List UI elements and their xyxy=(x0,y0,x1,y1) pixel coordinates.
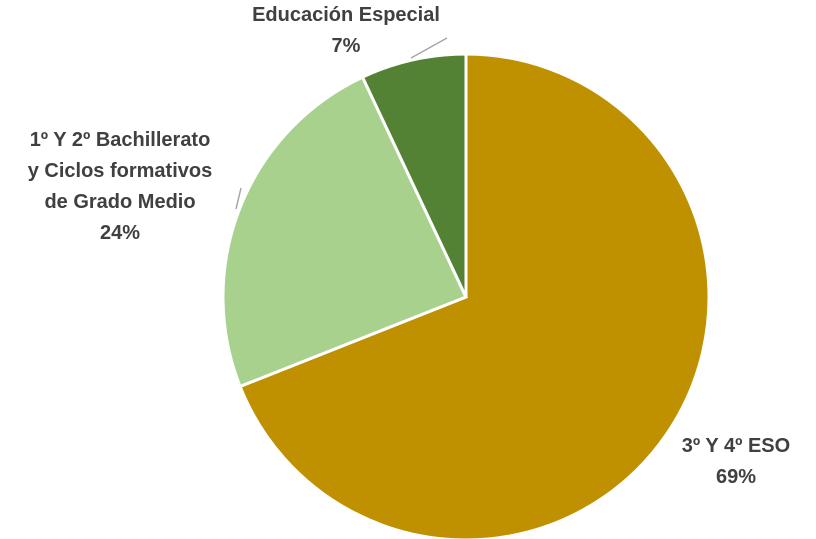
slice-label-line: Educación Especial xyxy=(252,4,440,26)
slice-label-line: y Ciclos formativos xyxy=(28,160,213,182)
leader-line-3 xyxy=(410,37,448,59)
slices-layer xyxy=(221,52,711,539)
pie-slice-3 xyxy=(360,52,468,298)
slice-label-1: 3º Y 4º ESO 69% xyxy=(682,435,790,488)
slice-percent-2: 24% xyxy=(100,222,140,244)
slice-label-line: de Grado Medio xyxy=(44,191,195,213)
slice-label-line: 3º Y 4º ESO xyxy=(682,435,790,457)
leader-lines-layer xyxy=(235,37,448,210)
slice-label-3: Educación Especial 7% xyxy=(252,4,440,57)
pie-slice-2 xyxy=(221,75,469,389)
slice-label-line: 1º Y 2º Bachillerato xyxy=(30,129,211,151)
pie-slice-1 xyxy=(238,52,711,539)
slice-percent-3: 7% xyxy=(332,35,361,57)
slice-percent-1: 69% xyxy=(716,466,756,488)
labels-layer: 3º Y 4º ESO 69% 1º Y 2º Bachillerato y Cicl… xyxy=(28,4,790,488)
slice-label-2: 1º Y 2º Bachillerato y Ciclos formativos d… xyxy=(28,129,213,244)
leader-line-2 xyxy=(235,187,242,210)
